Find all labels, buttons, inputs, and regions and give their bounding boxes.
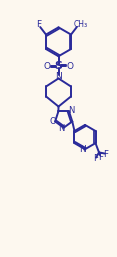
Text: CH₃: CH₃ xyxy=(74,20,88,29)
Text: N: N xyxy=(55,72,62,81)
Text: O: O xyxy=(67,62,74,71)
Text: O: O xyxy=(49,117,56,126)
Text: O: O xyxy=(43,62,50,71)
Text: N: N xyxy=(68,106,75,115)
Text: N: N xyxy=(58,124,64,133)
Text: N: N xyxy=(79,145,86,154)
Text: S: S xyxy=(55,61,62,71)
Text: F: F xyxy=(37,20,42,29)
Text: F: F xyxy=(98,152,103,161)
Text: F: F xyxy=(93,154,98,163)
Text: F: F xyxy=(103,150,108,159)
